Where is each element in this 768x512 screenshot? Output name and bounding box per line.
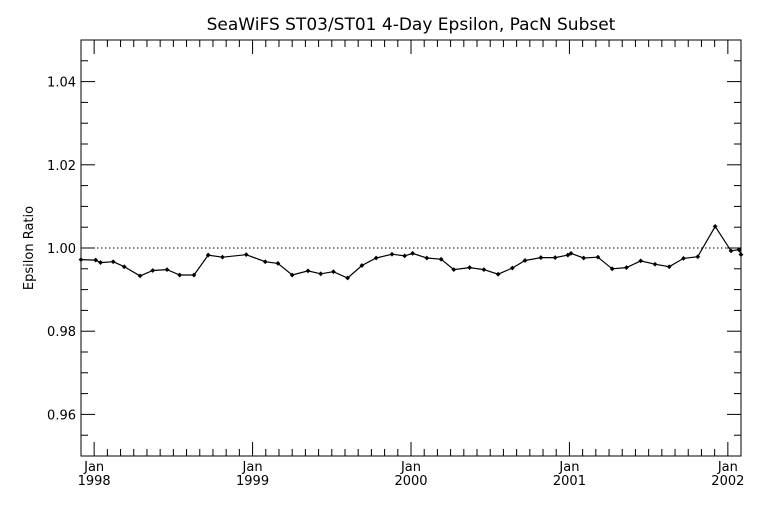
data-point	[330, 269, 336, 275]
data-point	[552, 255, 558, 260]
data-point	[652, 261, 658, 267]
data-point	[595, 254, 601, 260]
data-point	[110, 259, 116, 265]
data-point	[624, 265, 629, 270]
data-point	[359, 263, 365, 268]
y-tick-label: 0.96	[47, 408, 76, 423]
data-point	[389, 251, 395, 257]
data-point	[467, 265, 473, 270]
data-point	[191, 272, 197, 278]
y-tick-label: 1.02	[47, 159, 76, 174]
data-point	[137, 273, 143, 279]
y-axis-label: Epsilon Ratio	[22, 206, 37, 290]
x-tick-month-label: Jan	[558, 460, 579, 475]
x-tick-year-label: 1998	[78, 474, 111, 489]
data-point	[93, 257, 99, 263]
data-point	[410, 251, 415, 256]
data-point	[177, 272, 183, 278]
data-point	[164, 267, 170, 273]
data-point	[666, 264, 672, 270]
data-point	[289, 272, 295, 278]
x-tick-year-label: 1999	[236, 474, 269, 489]
data-point	[345, 275, 351, 281]
data-point	[681, 256, 686, 261]
data-point	[451, 267, 457, 273]
x-tick-month-label: Jan	[717, 460, 738, 475]
data-point	[150, 268, 156, 273]
data-point	[121, 264, 127, 270]
data-point	[262, 259, 268, 265]
data-point	[275, 260, 281, 266]
data-point	[712, 223, 718, 229]
x-tick-year-label: 2001	[553, 474, 586, 489]
data-point	[495, 271, 501, 277]
x-tick-month-label: Jan	[83, 460, 104, 475]
data-point	[481, 267, 487, 273]
data-point	[220, 254, 225, 260]
series-line	[80, 225, 742, 279]
data-point	[581, 255, 587, 261]
y-tick-label: 1.00	[47, 242, 76, 257]
data-point	[402, 253, 408, 259]
x-tick-year-label: 2000	[394, 474, 427, 489]
data-series	[78, 223, 744, 281]
data-point	[609, 266, 615, 272]
y-axis: 0.96 0.98 1.00 1.02 1.04	[47, 39, 741, 457]
data-point	[736, 247, 742, 253]
x-tick-month-label: Jan	[242, 460, 263, 475]
data-point	[318, 271, 324, 277]
data-point	[565, 252, 571, 258]
data-point	[438, 256, 444, 262]
data-point	[424, 255, 430, 261]
x-tick-month-label: Jan	[400, 460, 421, 475]
data-point	[373, 255, 379, 261]
y-tick-label: 0.98	[47, 325, 76, 340]
data-point	[568, 251, 574, 256]
data-point	[738, 252, 744, 258]
chart-title: SeaWiFS ST03/ST01 4-Day Epsilon, PacN Su…	[207, 15, 616, 35]
data-point	[695, 254, 701, 260]
data-point	[78, 257, 84, 263]
data-point	[509, 265, 515, 271]
data-point	[205, 252, 211, 258]
data-point	[538, 255, 544, 260]
y-tick-label: 1.04	[47, 76, 76, 91]
x-tick-year-label: 2002	[711, 474, 744, 489]
data-point	[98, 260, 103, 265]
data-point	[728, 248, 734, 254]
data-point	[243, 252, 249, 258]
data-point	[638, 258, 644, 264]
data-point	[305, 268, 311, 274]
data-point	[522, 258, 528, 263]
